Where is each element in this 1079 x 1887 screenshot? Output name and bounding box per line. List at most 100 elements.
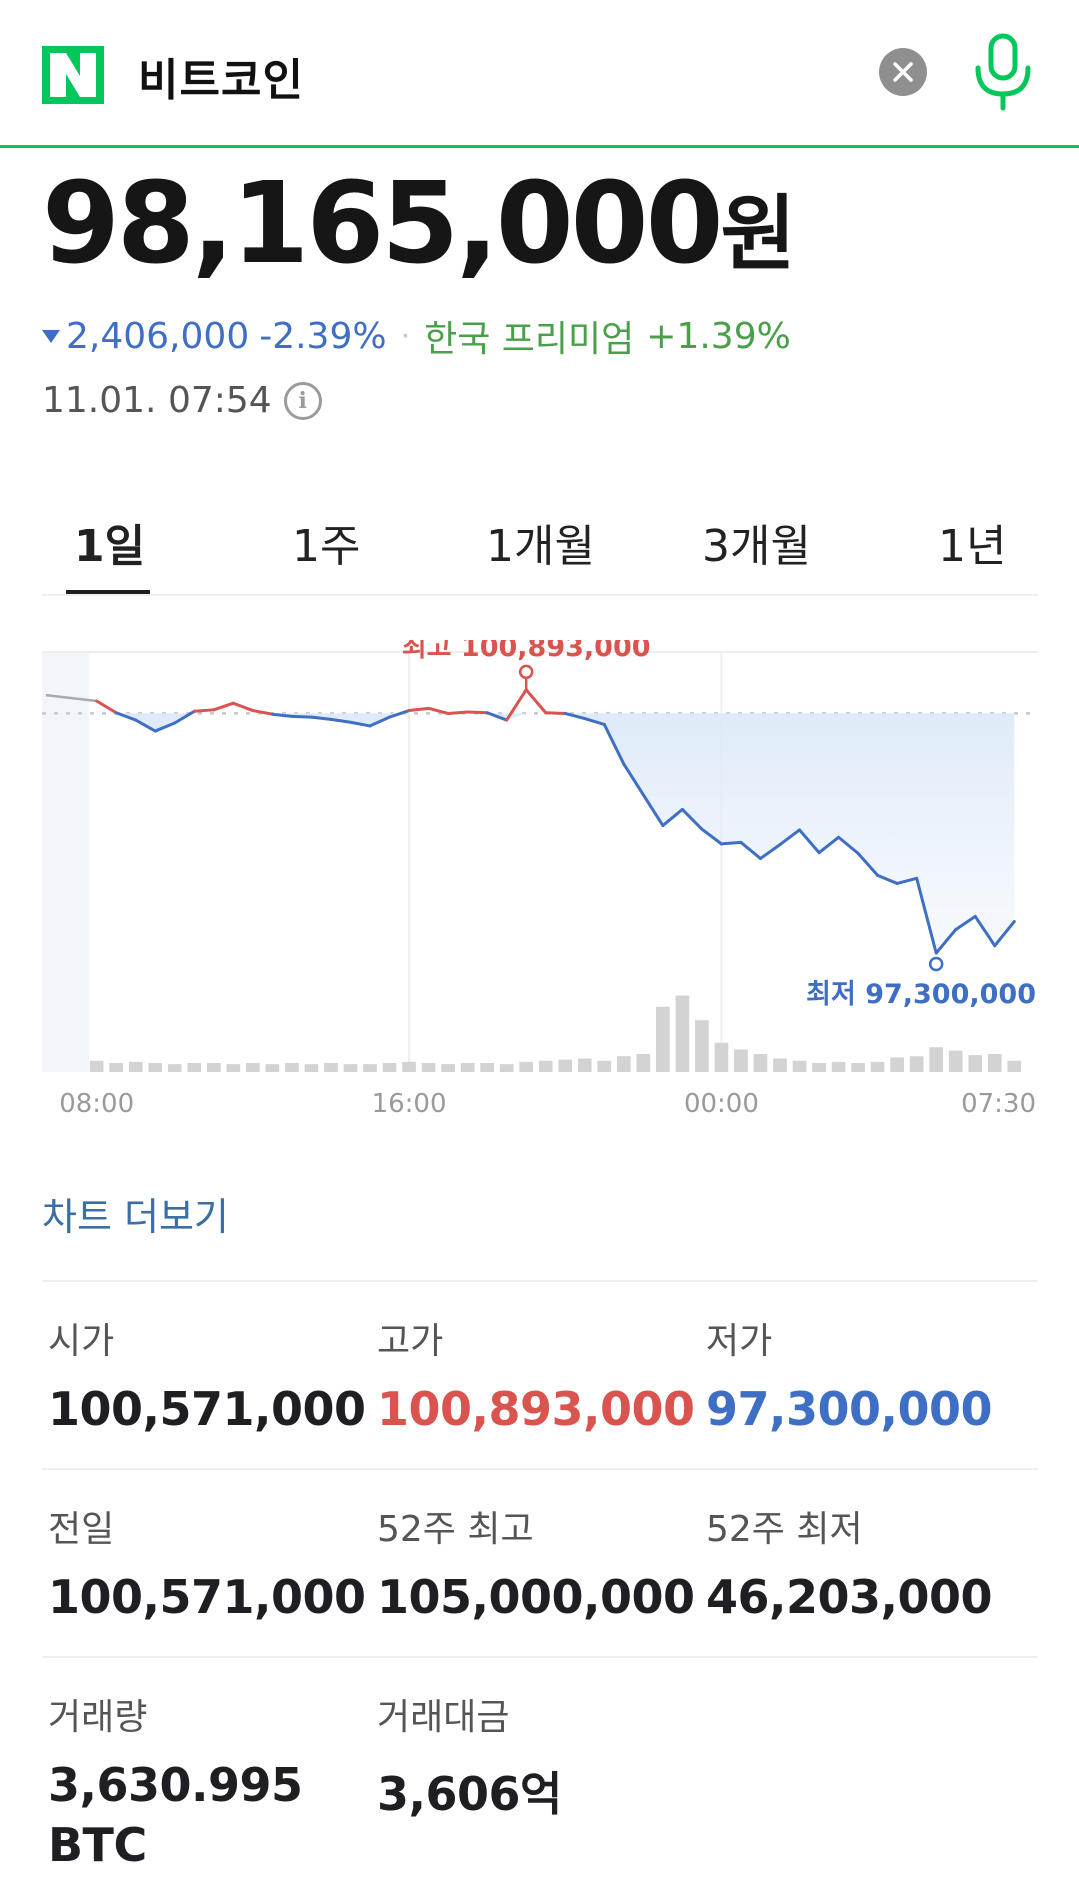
stat-52w-low-label: 52주 최저 bbox=[706, 1509, 863, 1550]
search-query-text[interactable]: 비트코인 bbox=[138, 55, 304, 106]
close-icon bbox=[893, 62, 913, 82]
volume-bar bbox=[89, 1060, 104, 1072]
more-chart-link[interactable]: 차트 더보기 bbox=[42, 1195, 229, 1239]
divider bbox=[42, 1280, 1038, 1282]
stat-52w-low-value: 46,203,000 bbox=[706, 1570, 993, 1624]
volume-bar bbox=[948, 1050, 963, 1072]
price-line-segment bbox=[544, 711, 567, 715]
stat-52w-high: 52주 최고 105,000,000 bbox=[377, 1500, 695, 1624]
stat-52w-high-value: 105,000,000 bbox=[377, 1570, 695, 1624]
price-line-segment bbox=[388, 709, 411, 719]
price-timestamp-row: 11.01. 07:54 i bbox=[42, 380, 322, 421]
volume-bar bbox=[851, 1063, 865, 1072]
volume-bar bbox=[324, 1063, 338, 1072]
price-line-segment bbox=[446, 710, 470, 715]
price-line-segment bbox=[427, 706, 450, 715]
price-line-segment bbox=[192, 708, 216, 713]
info-icon[interactable]: i bbox=[283, 381, 322, 420]
premarket-band bbox=[42, 652, 89, 1072]
premarket-line bbox=[45, 693, 97, 703]
volume-bar bbox=[226, 1064, 241, 1072]
price-line-segment bbox=[270, 712, 294, 718]
clear-search-button[interactable] bbox=[879, 48, 927, 96]
price-line-segment bbox=[661, 807, 684, 828]
low-label: 최저 97,300,000 bbox=[806, 979, 1036, 1010]
price-line-segment bbox=[837, 835, 860, 855]
stat-high-value: 100,893,000 bbox=[377, 1382, 695, 1436]
price-line-segment bbox=[153, 721, 177, 733]
change-amount: 2,406,000 bbox=[66, 315, 250, 357]
volume-bar bbox=[909, 1056, 924, 1072]
price-line-segment bbox=[563, 711, 587, 721]
volume-bar bbox=[968, 1055, 983, 1072]
volume-bar bbox=[1007, 1060, 1022, 1072]
price-line-segment bbox=[134, 718, 157, 733]
price-line-segment bbox=[680, 807, 704, 831]
price-timestamp: 11.01. 07:54 bbox=[42, 380, 272, 421]
x-tick-label: 07:30 bbox=[961, 1089, 1036, 1119]
volume-bar bbox=[636, 1054, 651, 1072]
volume-bar bbox=[597, 1060, 612, 1072]
price-chart[interactable]: 최고 100,893,000 최저 97,300,000 08:00 16:00 00… bbox=[42, 640, 1038, 1126]
low-marker bbox=[928, 956, 944, 972]
volume-bar bbox=[441, 1064, 455, 1072]
korea-premium-value: +1.39% bbox=[646, 315, 791, 357]
price-line-segment bbox=[212, 701, 235, 712]
separator-dot: · bbox=[400, 318, 411, 354]
tab-3months[interactable]: 3개월 bbox=[702, 521, 811, 572]
volume-bar bbox=[460, 1063, 475, 1072]
stat-open-label: 시가 bbox=[48, 1321, 115, 1362]
volume-bar bbox=[402, 1061, 416, 1072]
stat-open-value: 100,571,000 bbox=[48, 1382, 366, 1436]
high-label: 최고 100,893,000 bbox=[402, 640, 651, 663]
volume-bar bbox=[285, 1063, 299, 1072]
price-line-segment bbox=[602, 722, 626, 766]
volume-bar bbox=[343, 1064, 358, 1072]
down-arrow-icon bbox=[42, 329, 60, 343]
volume-bar bbox=[656, 1006, 670, 1072]
volume-bar bbox=[187, 1063, 202, 1072]
volume-bar bbox=[695, 1020, 709, 1072]
price-unit: 원 bbox=[720, 187, 796, 282]
price-line-segment bbox=[231, 701, 255, 713]
volume-bar bbox=[558, 1059, 573, 1072]
price-line-segment bbox=[114, 711, 138, 722]
volume-bar bbox=[167, 1064, 182, 1072]
price-line-segment bbox=[798, 828, 821, 855]
volume-bar bbox=[480, 1063, 494, 1072]
period-tabs: 1일 1주 1개월 3개월 1년 bbox=[42, 500, 1038, 596]
naver-logo-icon[interactable] bbox=[42, 46, 104, 104]
volume-bar bbox=[265, 1064, 280, 1072]
price-line-segment bbox=[348, 720, 372, 728]
price-line-segment bbox=[934, 928, 958, 955]
below-reference-area bbox=[96, 713, 1015, 954]
tab-1month[interactable]: 1개월 bbox=[486, 521, 595, 572]
price-line-segment bbox=[95, 699, 118, 715]
price-line-segment bbox=[915, 876, 938, 955]
tab-1day[interactable]: 1일 bbox=[74, 521, 146, 572]
volume-bar bbox=[499, 1064, 514, 1072]
stat-low: 저가 97,300,000 bbox=[706, 1312, 993, 1436]
price-line-segment bbox=[485, 711, 509, 722]
tab-1week[interactable]: 1주 bbox=[292, 521, 361, 572]
volume-bar bbox=[363, 1064, 377, 1072]
price-line-segment bbox=[973, 914, 997, 948]
x-tick-label: 08:00 bbox=[59, 1089, 134, 1119]
volume-bar bbox=[421, 1063, 436, 1072]
volume-bar bbox=[987, 1054, 1002, 1072]
price-line-segment bbox=[505, 688, 528, 722]
divider bbox=[42, 1656, 1038, 1658]
volume-bar bbox=[206, 1063, 221, 1072]
volume-bar bbox=[246, 1063, 260, 1072]
volume-bar bbox=[304, 1064, 319, 1072]
stat-prev-close: 전일 100,571,000 bbox=[48, 1500, 366, 1624]
microphone-icon[interactable] bbox=[970, 32, 1036, 114]
tab-1year[interactable]: 1년 bbox=[938, 521, 1007, 572]
price-line-segment bbox=[817, 835, 841, 855]
volume-bar bbox=[734, 1049, 748, 1072]
current-price: 98,165,000원 bbox=[42, 168, 796, 280]
stat-open: 시가 100,571,000 bbox=[48, 1312, 366, 1436]
price-line-segment bbox=[309, 715, 333, 721]
price-line-segment bbox=[368, 715, 392, 728]
price-line-segment bbox=[700, 827, 723, 846]
